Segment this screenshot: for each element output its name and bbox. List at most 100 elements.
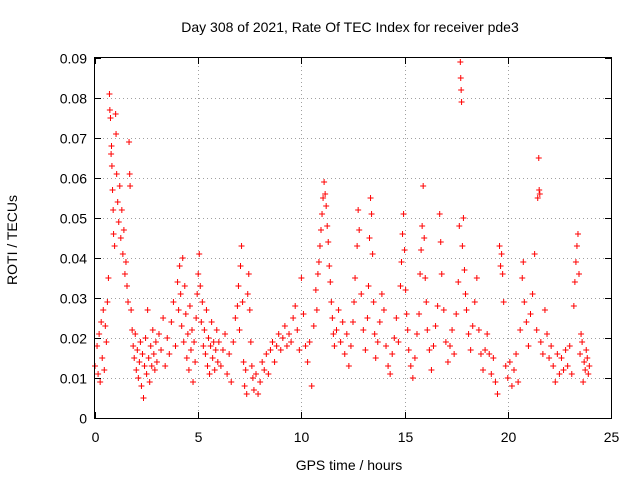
data-point <box>325 239 332 245</box>
data-point <box>172 343 179 349</box>
data-point <box>149 327 156 333</box>
data-point <box>142 335 149 341</box>
data-point <box>400 211 407 217</box>
data-point <box>562 347 569 353</box>
data-point <box>579 339 586 345</box>
data-point <box>391 335 398 341</box>
data-point <box>492 379 499 385</box>
data-point <box>267 347 274 353</box>
data-point <box>155 331 162 337</box>
data-point <box>277 347 284 353</box>
data-point <box>113 171 120 177</box>
data-point <box>364 315 371 321</box>
data-point <box>199 299 206 305</box>
data-point <box>230 339 237 345</box>
data-point <box>327 279 334 285</box>
data-point <box>423 299 430 305</box>
data-point <box>554 351 561 357</box>
data-point <box>467 347 474 353</box>
data-point <box>510 367 517 373</box>
x-axis-label: GPS time / hours <box>296 457 403 473</box>
data-point <box>428 367 435 373</box>
data-point <box>531 251 538 257</box>
data-point <box>581 359 588 365</box>
data-point <box>208 319 215 325</box>
data-point <box>294 327 301 333</box>
data-point <box>103 339 110 345</box>
data-point <box>148 363 155 369</box>
data-point <box>517 327 524 333</box>
data-point <box>281 323 288 329</box>
data-point <box>461 267 468 273</box>
data-point <box>306 339 313 345</box>
data-point <box>250 387 257 393</box>
data-point <box>160 315 167 321</box>
data-point <box>255 391 262 397</box>
data-point <box>533 327 540 333</box>
data-point <box>182 311 189 317</box>
data-point <box>115 219 122 225</box>
data-point <box>469 323 476 329</box>
data-point <box>153 359 160 365</box>
data-point <box>232 315 239 321</box>
data-point <box>376 319 383 325</box>
chart-title: Day 308 of 2021, Rate Of TEC Index for r… <box>181 19 519 35</box>
data-point <box>179 255 186 261</box>
data-point <box>580 379 587 385</box>
data-point <box>211 367 218 373</box>
data-point <box>552 379 559 385</box>
data-point <box>288 339 295 345</box>
data-point <box>121 271 128 277</box>
data-point <box>576 271 583 277</box>
data-point <box>97 379 104 385</box>
data-point <box>189 327 196 333</box>
data-point <box>475 327 482 333</box>
data-point <box>210 339 217 345</box>
data-point <box>333 327 340 333</box>
data-point <box>422 275 429 281</box>
data-point <box>572 259 579 265</box>
data-point <box>302 343 309 349</box>
data-point <box>556 371 563 377</box>
data-point <box>397 283 404 289</box>
data-point <box>460 215 467 221</box>
data-point <box>166 351 173 357</box>
data-point <box>313 307 320 313</box>
data-point <box>463 307 470 313</box>
data-point <box>573 243 580 249</box>
data-point <box>459 243 466 249</box>
data-point <box>104 299 111 305</box>
data-point <box>440 307 447 313</box>
data-point <box>191 339 198 345</box>
data-point <box>237 263 244 269</box>
data-point <box>583 347 590 353</box>
x-tick-label: 25 <box>604 429 620 445</box>
data-point <box>249 375 256 381</box>
data-point <box>240 359 247 365</box>
data-point <box>490 355 497 361</box>
data-point <box>109 187 116 193</box>
data-point <box>577 351 584 357</box>
y-tick-label: 0.09 <box>60 51 87 67</box>
data-point <box>304 359 311 365</box>
data-point <box>194 291 201 297</box>
data-point <box>146 379 153 385</box>
data-point <box>447 343 454 349</box>
data-point <box>202 351 209 357</box>
data-point <box>113 131 120 137</box>
data-point <box>347 343 354 349</box>
data-point <box>177 291 184 297</box>
x-tick-label: 20 <box>501 429 517 445</box>
data-point <box>496 243 503 249</box>
data-point <box>411 355 418 361</box>
data-point <box>326 263 333 269</box>
data-point <box>409 375 416 381</box>
data-point <box>265 371 272 377</box>
x-tick-label: 10 <box>294 429 310 445</box>
data-point <box>257 379 264 385</box>
data-point <box>315 259 322 265</box>
data-point <box>187 347 194 353</box>
data-point <box>529 291 536 297</box>
data-point <box>330 331 337 337</box>
